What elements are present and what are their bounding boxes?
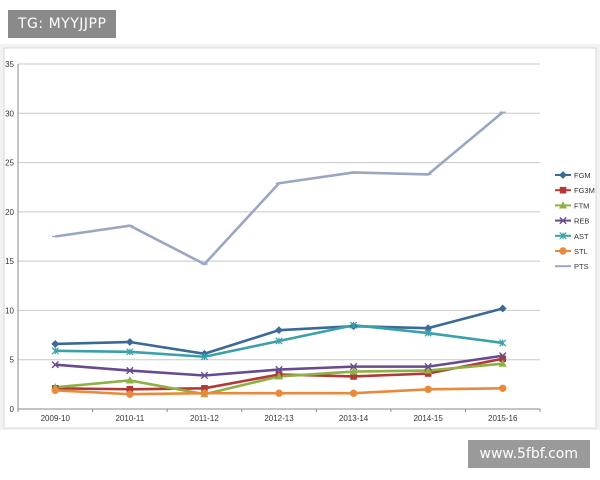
data-point-reb xyxy=(51,360,59,369)
legend-label-pts: PTS xyxy=(574,262,589,271)
legend-marker-fg3m xyxy=(559,186,567,194)
data-point-ast xyxy=(126,348,134,356)
data-point-stl xyxy=(349,389,358,397)
chart-panel: 0 5 10 15 20 25 30 35 2009-10 2010-11 2011-12 2012-… xyxy=(2,44,598,430)
watermark-bottom: www.5fbf.com xyxy=(467,440,590,468)
data-point-stl xyxy=(275,389,283,397)
y-tick-label: 5 xyxy=(10,356,15,365)
legend-label-fg3m: FG3M xyxy=(574,186,595,195)
data-point-ftm xyxy=(125,376,134,384)
data-point-stl xyxy=(499,384,507,392)
x-tick-label: 2013-14 xyxy=(339,414,369,423)
legend-marker-ftm xyxy=(558,201,568,209)
data-point-ast xyxy=(200,353,209,361)
data-point-ast xyxy=(499,339,507,347)
data-point-ast xyxy=(275,337,283,345)
data-point-reb xyxy=(275,365,283,374)
data-point-stl xyxy=(126,390,134,398)
legend-label-fgm: FGM xyxy=(574,171,591,180)
legend-label-reb: REB xyxy=(574,217,589,226)
data-point-fgm xyxy=(275,326,283,335)
legend-label-ftm: FTM xyxy=(574,201,589,210)
data-point-fgm xyxy=(125,338,134,346)
x-tick-label: 2014-15 xyxy=(413,414,443,423)
data-point-ftm xyxy=(349,367,358,375)
data-point-fgm xyxy=(498,304,507,313)
data-point-ftm xyxy=(424,366,433,374)
data-point-reb xyxy=(349,362,358,371)
y-tick-label: 15 xyxy=(5,257,14,266)
data-point-reb xyxy=(424,362,432,371)
y-tick-label: 20 xyxy=(5,208,14,217)
data-point-reb xyxy=(200,371,209,380)
legend-marker-stl xyxy=(559,247,567,255)
data-point-ast xyxy=(424,329,432,337)
data-point-stl xyxy=(51,386,59,394)
x-tick-label: 2009-10 xyxy=(41,414,71,423)
legend-marker-reb xyxy=(559,216,567,225)
data-point-reb xyxy=(126,366,134,375)
x-tick-label: 2010-11 xyxy=(115,414,144,423)
x-tick-label: 2012-13 xyxy=(264,414,294,423)
chart-background xyxy=(3,47,597,429)
legend-marker-ast xyxy=(559,232,567,240)
y-tick-label: 35 xyxy=(5,60,14,69)
watermark-top: TG: MYYJJPP xyxy=(8,10,117,38)
y-tick-label: 25 xyxy=(5,159,14,168)
legend-label-stl: STL xyxy=(574,247,588,256)
data-point-fgm xyxy=(51,340,60,348)
line-chart: 0 5 10 15 20 25 30 35 2009-10 2010-11 2011-12 2012-… xyxy=(3,47,597,429)
data-point-stl xyxy=(200,389,209,397)
y-tick-label: 10 xyxy=(5,306,14,315)
data-point-stl xyxy=(424,385,432,393)
legend-label-ast: AST xyxy=(574,232,589,241)
x-tick-label: 2011-12 xyxy=(190,414,219,423)
data-point-ast xyxy=(51,347,59,355)
data-point-reb xyxy=(499,352,507,360)
data-point-ftm xyxy=(274,372,284,380)
data-point-ast xyxy=(349,321,358,329)
x-tick-label: 2015-16 xyxy=(488,414,518,423)
data-point-ftm xyxy=(498,359,507,367)
y-tick-label: 0 xyxy=(10,405,15,414)
legend-marker-fgm xyxy=(559,171,567,179)
y-tick-label: 30 xyxy=(5,109,14,118)
